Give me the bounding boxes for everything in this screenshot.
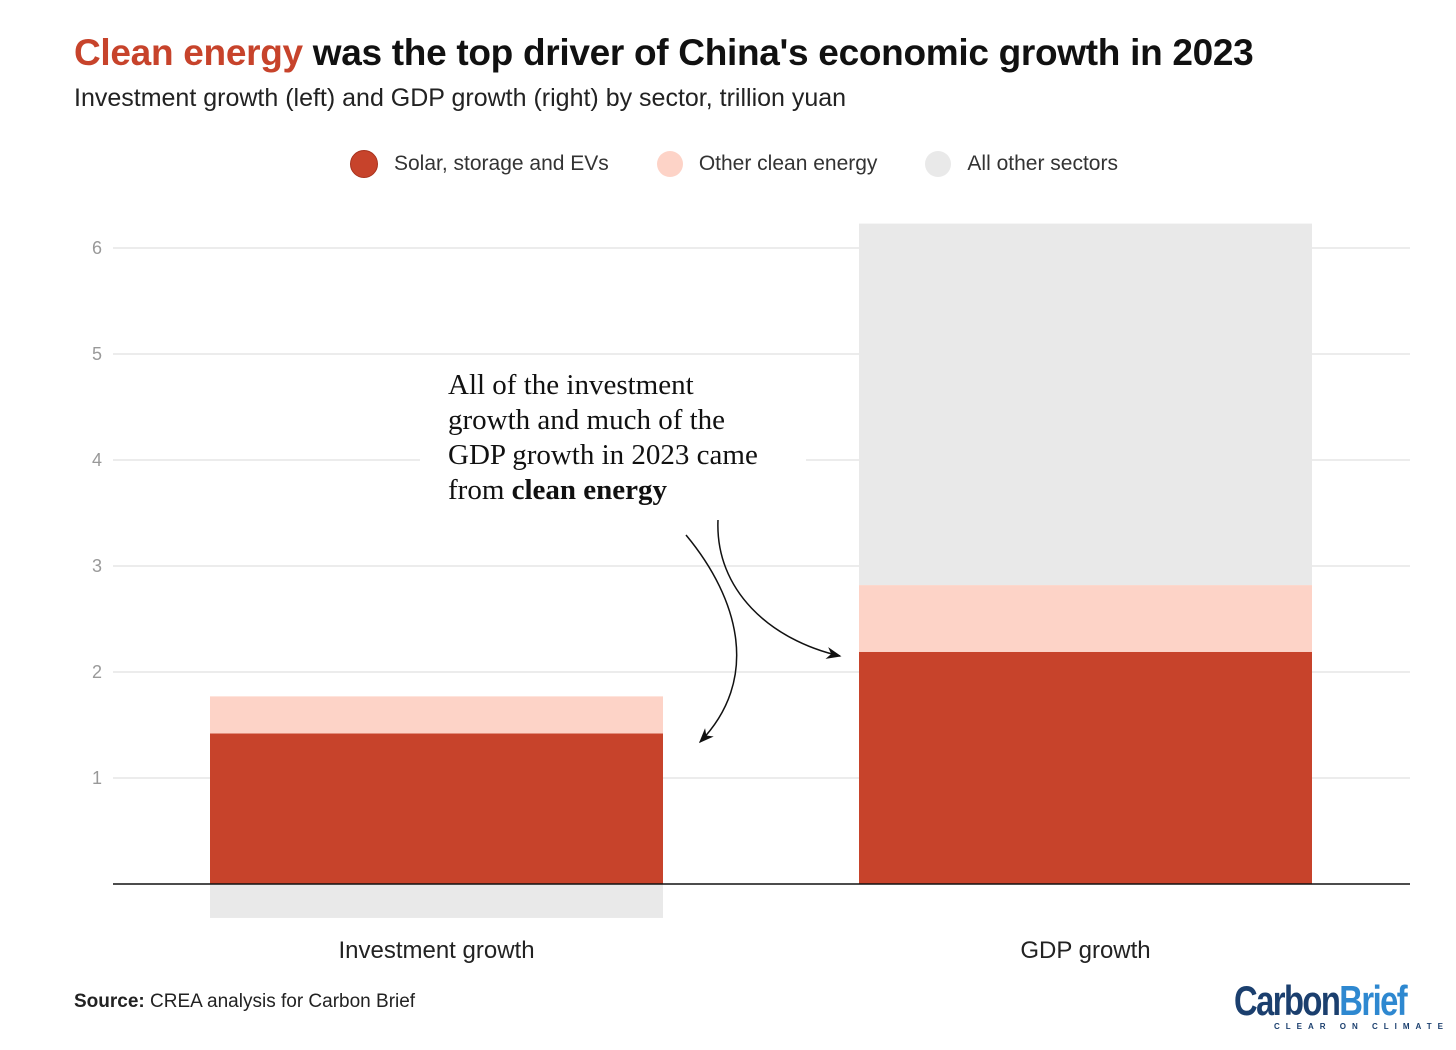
title-highlight: Clean energy	[74, 32, 303, 73]
y-tick-label: 5	[92, 344, 102, 364]
legend-swatch	[350, 150, 378, 178]
bar-segment	[859, 651, 1312, 884]
chart-title: Clean energy was the top driver of China…	[74, 32, 1254, 74]
chart-subtitle: Investment growth (left) and GDP growth …	[74, 84, 847, 112]
legend-item: Solar, storage and EVs	[350, 150, 609, 178]
source-note: Source: CREA analysis for Carbon Brief	[74, 991, 415, 1013]
bar-segment	[210, 884, 663, 918]
annotation-arrow-gdp	[717, 519, 842, 659]
logo-tagline: CLEAR ON CLIMATE	[1274, 1022, 1449, 1031]
legend-label: Other clean energy	[698, 152, 878, 175]
legend-item: Other clean energy	[656, 151, 878, 177]
source-label: Source:	[74, 991, 145, 1012]
x-category-label: Investment growth	[338, 937, 534, 964]
y-tick-label: 6	[92, 238, 102, 258]
bar-segment	[210, 696, 663, 734]
carbon-brief-logo: CarbonBrief CLEAR ON CLIMATE	[1234, 977, 1455, 1032]
x-category-label: GDP growth	[1020, 937, 1150, 964]
y-tick-label: 1	[92, 768, 102, 788]
y-tick-label: 3	[92, 556, 102, 576]
logo-part2: Brief	[1339, 977, 1407, 1024]
bar-segment	[859, 585, 1312, 652]
source-text: CREA analysis for Carbon Brief	[144, 991, 416, 1012]
bar-segment	[210, 733, 663, 884]
legend-item: All other sectors	[925, 151, 1118, 177]
annotation-arrow-investment	[685, 534, 738, 744]
legend-swatch	[925, 151, 952, 177]
annotation-bold: clean energy	[511, 474, 668, 506]
y-tick-label: 4	[92, 450, 102, 470]
title-rest: was the top driver of China's economic g…	[302, 32, 1254, 73]
legend-swatch	[656, 151, 683, 177]
legend: Solar, storage and EVs Other clean energy…	[350, 150, 1166, 178]
bar-segment	[859, 223, 1312, 586]
logo-part1: Carbon	[1234, 977, 1341, 1024]
annotation-text: All of the investment growth and much of…	[448, 369, 758, 506]
y-tick-label: 2	[92, 662, 102, 682]
legend-label: All other sectors	[967, 152, 1118, 175]
legend-label: Solar, storage and EVs	[394, 152, 609, 175]
annotation: All of the investment growth and much of…	[420, 368, 806, 508]
